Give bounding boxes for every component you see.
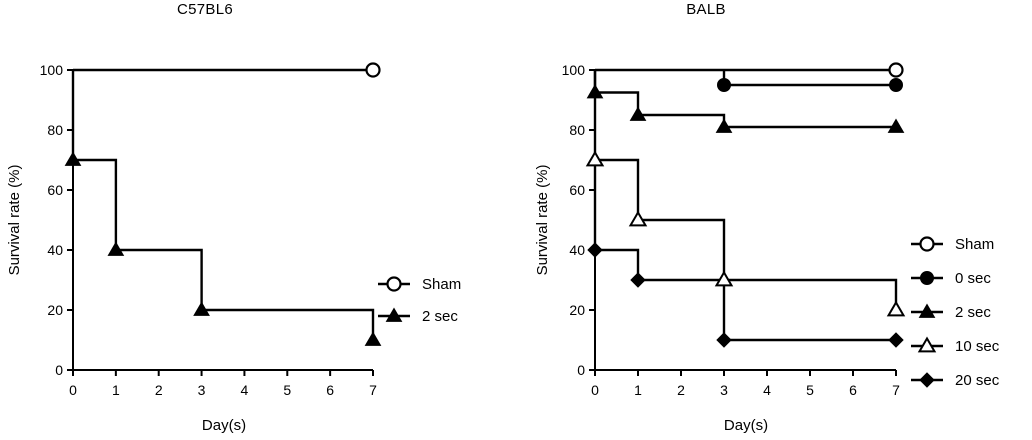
x-tick-label: 4 — [241, 382, 249, 398]
x-tick-label: 1 — [112, 382, 120, 398]
x-axis-label: Day(s) — [724, 417, 768, 434]
data-point-2-sec — [715, 118, 733, 133]
y-tick-label: 100 — [40, 62, 64, 78]
y-tick-label: 40 — [47, 242, 63, 258]
legend-marker-20-sec — [919, 372, 935, 388]
data-point-sham — [888, 62, 904, 78]
x-tick-label: 3 — [198, 382, 206, 398]
legend-label-10-sec: 10 sec — [955, 338, 1000, 355]
data-point-20-sec — [716, 332, 732, 348]
data-point-2-sec — [364, 331, 382, 346]
legend-label-0-sec: 0 sec — [955, 270, 991, 287]
x-tick-label: 0 — [591, 382, 599, 398]
y-tick-label: 100 — [562, 62, 586, 78]
x-tick-label: 7 — [892, 382, 900, 398]
x-axis-label: Day(s) — [202, 417, 246, 434]
data-point-10-sec — [714, 270, 734, 287]
y-tick-label: 40 — [569, 242, 585, 258]
series-line-10-sec — [593, 70, 898, 310]
legend-marker-2-sec — [918, 303, 936, 318]
legend-label-sham: Sham — [422, 276, 461, 293]
series-line-2-sec — [71, 70, 375, 340]
x-tick-label: 2 — [677, 382, 685, 398]
y-tick-label: 0 — [577, 362, 585, 378]
x-tick-label: 3 — [720, 382, 728, 398]
data-point-10-sec — [886, 300, 906, 317]
x-tick-label: 5 — [806, 382, 814, 398]
data-point-2-sec — [107, 241, 125, 256]
data-point-2-sec — [629, 106, 647, 121]
legend-marker-2-sec — [385, 307, 403, 322]
legend-label-sham: Sham — [955, 236, 994, 253]
y-axis-label: Survival rate (%) — [534, 165, 551, 276]
series-line-0-sec — [722, 70, 896, 87]
c57bl6-panel: C57BL6 Survival rate (%) Day(s) 02040608… — [6, 1, 461, 434]
x-tick-label: 5 — [283, 382, 291, 398]
legend-marker-sham — [919, 236, 935, 252]
data-point-10-sec — [628, 210, 648, 227]
legend-label-2-sec: 2 sec — [422, 308, 458, 325]
legend-marker-0-sec — [920, 271, 934, 285]
legend-label-20-sec: 20 sec — [955, 372, 1000, 389]
y-tick-label: 60 — [47, 182, 63, 198]
data-point-sham — [365, 62, 381, 78]
data-point-10-sec — [585, 150, 605, 167]
x-tick-label: 1 — [634, 382, 642, 398]
y-tick-label: 80 — [47, 122, 63, 138]
data-point-20-sec — [587, 242, 603, 258]
y-tick-label: 20 — [47, 302, 63, 318]
x-tick-label: 7 — [369, 382, 377, 398]
data-point-0-sec — [717, 78, 731, 92]
legend-label-2-sec: 2 sec — [955, 304, 991, 321]
data-point-2-sec — [64, 151, 82, 166]
x-tick-label: 6 — [326, 382, 334, 398]
y-tick-label: 80 — [569, 122, 585, 138]
y-tick-label: 0 — [55, 362, 63, 378]
legend-marker-10-sec — [917, 336, 937, 353]
x-tick-label: 0 — [69, 382, 77, 398]
series-line-20-sec — [593, 160, 896, 342]
chart-title: BALB — [686, 1, 726, 18]
legend-marker-sham — [386, 276, 402, 292]
x-tick-label: 4 — [763, 382, 771, 398]
y-axis-label: Survival rate (%) — [6, 165, 23, 276]
data-point-2-sec — [887, 118, 905, 133]
balb-panel: BALB Survival rate (%) Day(s) 0204060801… — [534, 1, 1000, 434]
y-tick-label: 20 — [569, 302, 585, 318]
data-point-20-sec — [630, 272, 646, 288]
data-point-0-sec — [889, 78, 903, 92]
x-tick-label: 6 — [849, 382, 857, 398]
data-point-2-sec — [193, 301, 210, 316]
chart-title: C57BL6 — [177, 1, 233, 18]
data-point-20-sec — [888, 332, 904, 348]
x-tick-label: 2 — [155, 382, 163, 398]
y-tick-label: 60 — [569, 182, 585, 198]
data-point-2-sec — [586, 84, 604, 99]
